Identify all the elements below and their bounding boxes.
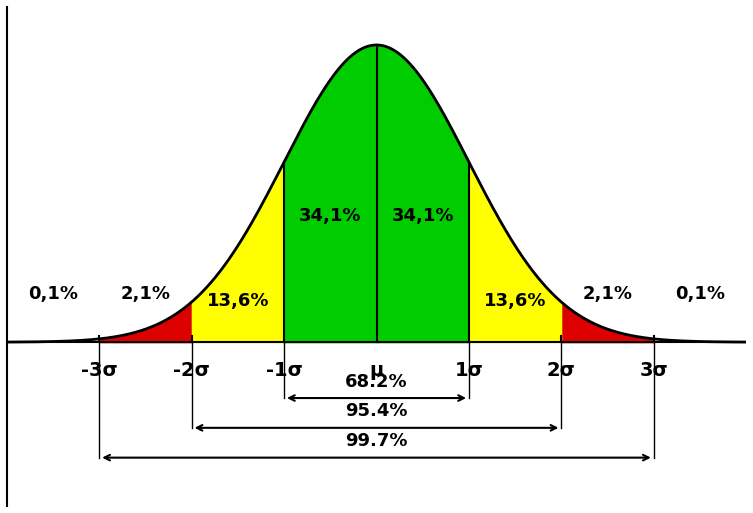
Text: 1σ: 1σ bbox=[455, 361, 483, 380]
Text: -3σ: -3σ bbox=[81, 361, 117, 380]
Text: 2,1%: 2,1% bbox=[120, 285, 170, 303]
Text: 2σ: 2σ bbox=[547, 361, 576, 380]
Text: -2σ: -2σ bbox=[173, 361, 210, 380]
Text: 99.7%: 99.7% bbox=[345, 432, 408, 450]
Text: 0,1%: 0,1% bbox=[28, 285, 78, 303]
Text: 68.2%: 68.2% bbox=[345, 372, 408, 390]
Text: 34,1%: 34,1% bbox=[299, 207, 361, 225]
Text: 3σ: 3σ bbox=[639, 361, 668, 380]
Text: 34,1%: 34,1% bbox=[392, 207, 454, 225]
Text: 13,6%: 13,6% bbox=[206, 292, 269, 310]
Text: 95.4%: 95.4% bbox=[345, 402, 408, 420]
Text: 0,1%: 0,1% bbox=[675, 285, 725, 303]
Text: -1σ: -1σ bbox=[266, 361, 303, 380]
Text: 13,6%: 13,6% bbox=[484, 292, 547, 310]
Text: 2,1%: 2,1% bbox=[583, 285, 633, 303]
Text: μ: μ bbox=[370, 361, 383, 380]
